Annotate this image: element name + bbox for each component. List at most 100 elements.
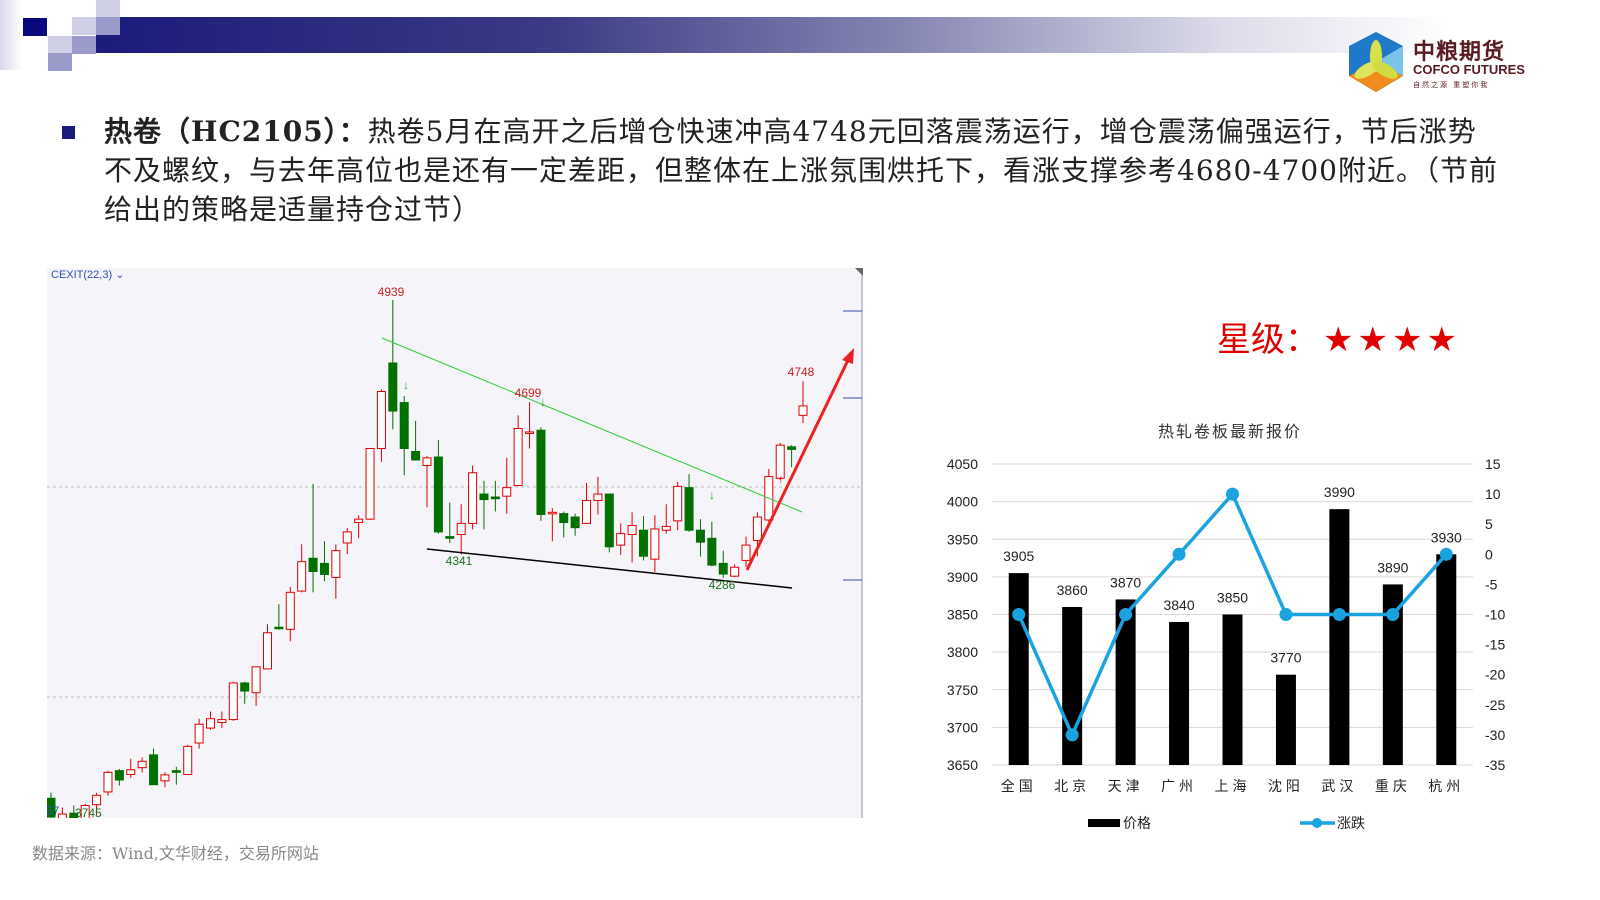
candle-body (787, 446, 797, 450)
cofco-cube-icon (1349, 32, 1403, 92)
category-label: 沈阳 (1268, 778, 1304, 794)
corner-marker (855, 268, 863, 276)
right-axis-tick: 0 (1485, 546, 1493, 562)
indicator-label[interactable]: CEXIT(22,3) ⌄ (51, 268, 124, 281)
left-axis-tick: 3900 (947, 569, 978, 585)
category-label: 上海 (1215, 778, 1251, 794)
candle-body (559, 513, 569, 524)
bar-data-label: 3860 (1057, 582, 1088, 598)
candle-body (274, 626, 284, 630)
left-axis-tick: 4000 (947, 494, 978, 510)
price-annotation: 4939 (378, 285, 405, 299)
candle-body (422, 457, 432, 467)
candle-body (468, 472, 478, 524)
star-icon: ★ (1391, 320, 1423, 360)
candle-body (582, 499, 592, 524)
candle-body (445, 536, 455, 539)
candle-body (525, 431, 535, 434)
candle-body (730, 566, 740, 577)
header-decor (96, 0, 120, 18)
candle-body (616, 533, 626, 546)
resistance-trendline (381, 337, 803, 513)
logo-name-en: COFCO FUTURES (1413, 62, 1525, 77)
left-axis-tick: 3850 (947, 607, 978, 623)
commentary-paragraph: 热卷（HC2105）：热卷5月在高开之后增仓快速冲高4748元回落震荡运行，增仓… (104, 112, 1504, 229)
candle-body (57, 813, 67, 821)
logo-tagline: 自然之源 重塑你我 (1413, 81, 1490, 89)
star-rating: 星级： ★ ★ ★ ★ (1217, 312, 1457, 361)
breakout-arrow (745, 357, 851, 571)
candle-body (684, 487, 694, 531)
rating-label: 星级： (1217, 320, 1319, 360)
bar-data-label: 3905 (1003, 548, 1034, 564)
change-point (1439, 547, 1453, 561)
candle-body (490, 496, 500, 500)
candle-body (775, 444, 785, 479)
data-source: 数据来源：Wind,文华财经，交易所网站 (32, 844, 319, 863)
star-icon: ★ (1426, 320, 1457, 360)
price-bar (1222, 614, 1243, 765)
candlestick-svg: ↓ ↓ ↓ ↑ 4939 4699 4341 4286 4748 3745 57 (46, 268, 863, 823)
candle-body (547, 511, 557, 515)
right-axis-tick: -20 (1485, 667, 1505, 683)
candle-body (319, 562, 329, 575)
legend-label: 价格 (1123, 815, 1151, 831)
candle-body (308, 557, 318, 572)
right-axis-tick: -5 (1485, 576, 1498, 592)
arrow-head-icon (842, 348, 854, 364)
candle-body (240, 682, 250, 692)
candle-body (149, 754, 159, 786)
right-axis-tick: -30 (1485, 727, 1505, 743)
change-point (1226, 487, 1239, 501)
candle-body (92, 794, 102, 806)
candle-body (251, 666, 261, 694)
bullet-icon (62, 126, 75, 139)
right-axis-tick: -10 (1485, 607, 1505, 623)
price-bar (1275, 674, 1296, 765)
candle-body (376, 390, 386, 450)
candle-body (752, 516, 762, 541)
candle-body (262, 632, 272, 670)
commentary-text: 热卷5月在高开之后增仓快速冲高4748元回落震荡运行，增仓震荡偏强运行，节后涨势… (104, 115, 1498, 226)
header-decor (72, 17, 96, 35)
cofco-logo: 中粮期货 COFCO FUTURES 自然之源 重塑你我 (1345, 30, 1545, 95)
price-annotation: 4748 (788, 365, 815, 379)
price-annotation: 4286 (709, 578, 736, 592)
candle-body (137, 760, 147, 769)
star-icon: ★ (1357, 320, 1388, 360)
right-axis-tick: -25 (1485, 697, 1505, 713)
candle-body (217, 719, 227, 724)
candle-body (331, 550, 341, 578)
candle-body (638, 529, 648, 557)
category-label: 天津 (1108, 778, 1144, 794)
candle-body (171, 770, 181, 773)
candle-body (479, 493, 489, 501)
candle-body (103, 771, 113, 793)
candle-body (411, 450, 421, 461)
candle-body (297, 561, 307, 592)
bar-data-label: 3840 (1163, 597, 1194, 613)
change-point (1172, 547, 1186, 561)
left-axis-tick: 3750 (947, 682, 978, 698)
candle-body (206, 718, 216, 729)
price-annotation: 4341 (446, 554, 473, 568)
category-label: 北京 (1054, 778, 1090, 794)
category-label: 广州 (1161, 778, 1197, 794)
change-point (1065, 728, 1079, 742)
candle-body (798, 405, 808, 416)
price-combo-chart: 4050 4000 3950 3900 3850 3800 3750 3700 3650 15 10… (947, 456, 1506, 831)
candle-body (741, 544, 751, 561)
indicator-name: CEXIT(22,3) (51, 269, 113, 281)
right-axis-tick: 10 (1485, 486, 1501, 502)
price-bar (1436, 554, 1457, 765)
candle-body (354, 518, 364, 524)
chevron-down-icon: ⌄ (112, 269, 125, 281)
candle-body (160, 774, 170, 782)
star-icons: ★ ★ ★ ★ (1319, 320, 1457, 360)
right-axis-tick: 15 (1485, 456, 1501, 472)
header-decor (48, 53, 72, 71)
legend-line-marker (1312, 818, 1322, 828)
candle-body (593, 493, 603, 501)
category-label: 全国 (1001, 778, 1037, 794)
candle-body (513, 428, 523, 487)
